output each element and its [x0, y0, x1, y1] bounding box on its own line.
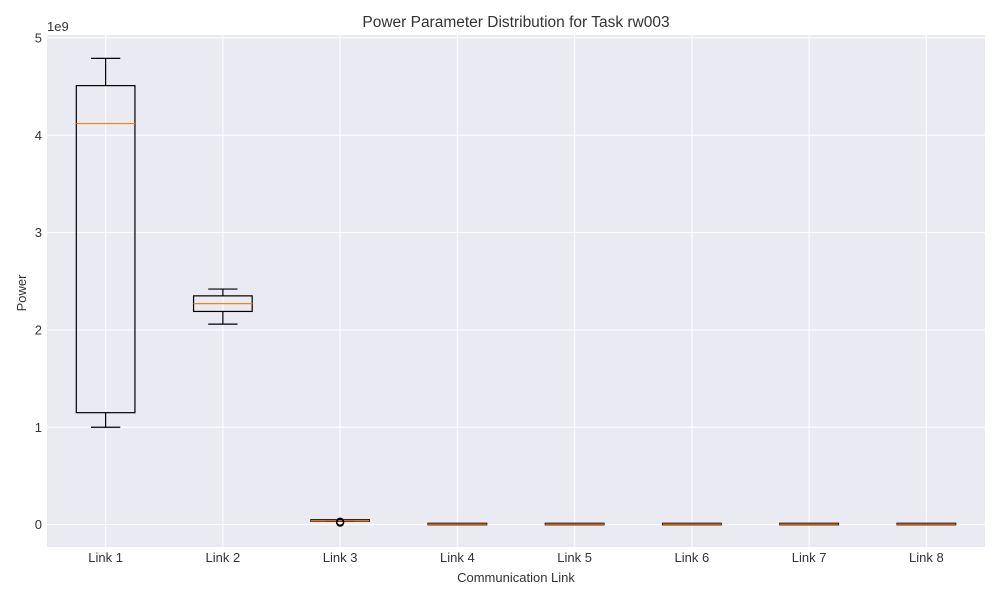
box-8: [896, 522, 957, 526]
y-tick-label: 0: [35, 517, 42, 532]
box-7: [779, 522, 840, 526]
x-tick-label: Link 8: [909, 550, 944, 565]
y-tick-labels: 0 1 2 3 4 5: [35, 30, 42, 532]
x-tick-labels: Link 1 Link 2 Link 3 Link 4 Link 5 Link 6 Link…: [88, 550, 943, 565]
box-3: [310, 517, 371, 527]
boxes: [75, 57, 957, 527]
plot-area: [47, 35, 985, 547]
y-offset-label: 1e9: [47, 19, 69, 34]
box-4: [427, 522, 488, 526]
y-tick-label: 5: [35, 30, 42, 45]
x-axis-label: Communication Link: [457, 570, 575, 585]
x-tick-label: Link 5: [557, 550, 592, 565]
outlier-point: [336, 517, 345, 526]
y-tick-label: 4: [35, 128, 42, 143]
x-tick-label: Link 7: [792, 550, 827, 565]
x-tick-label: Link 6: [675, 550, 710, 565]
box-6: [661, 522, 722, 526]
box-1: [75, 57, 136, 428]
box-iqr: [75, 85, 136, 414]
x-tick-label: Link 3: [323, 550, 358, 565]
box-2: [192, 288, 253, 325]
chart-title: Power Parameter Distribution for Task rw…: [362, 14, 669, 31]
y-tick-label: 3: [35, 225, 42, 240]
y-tick-label: 1: [35, 420, 42, 435]
grid: [47, 35, 985, 547]
y-tick-label: 2: [35, 322, 42, 337]
x-tick-label: Link 4: [440, 550, 475, 565]
box-5: [544, 522, 605, 526]
x-tick-label: Link 2: [206, 550, 241, 565]
y-axis-label: Power: [14, 274, 29, 312]
x-tick-label: Link 1: [88, 550, 123, 565]
